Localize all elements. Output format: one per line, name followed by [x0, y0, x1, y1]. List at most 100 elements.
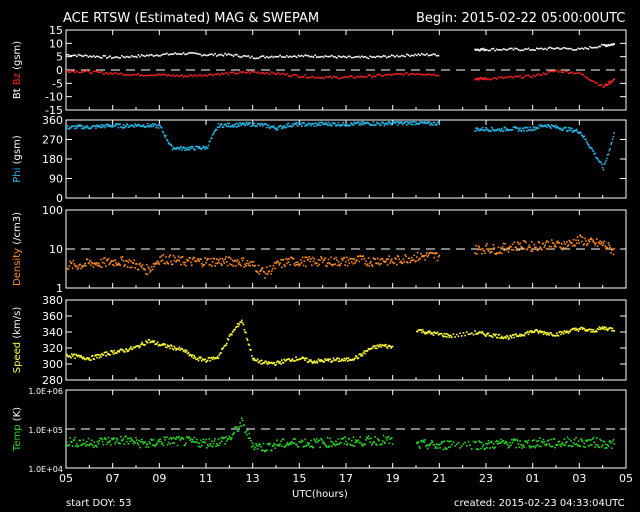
mag-bz-point — [521, 77, 523, 79]
density-density-point — [248, 262, 251, 264]
mag-bz-point — [74, 71, 76, 74]
phi-phi-point — [207, 144, 210, 147]
speed-speed-point — [472, 333, 475, 336]
mag-bz-point — [77, 71, 80, 74]
speed-speed-point — [357, 357, 360, 359]
mag-bt-point — [167, 53, 170, 56]
density-density-point — [556, 240, 559, 242]
density-density-point — [488, 248, 491, 250]
mag-bz-point — [592, 80, 595, 83]
speed-speed-point — [96, 354, 99, 356]
mag-bz-point — [371, 76, 373, 78]
mag-bt-point — [411, 54, 413, 57]
temp-temp-point — [516, 438, 518, 441]
speed-speed-point — [471, 332, 473, 334]
mag-bz-point — [480, 76, 482, 79]
mag-bz-point — [244, 72, 246, 74]
temp-temp-point — [136, 442, 139, 444]
phi-phi-point — [562, 128, 565, 130]
density-density-point — [226, 261, 228, 263]
density-density-point — [529, 246, 531, 248]
density-density-point — [555, 245, 557, 248]
density-density-point — [168, 256, 171, 258]
temp-temp-point — [485, 442, 487, 445]
temp-temp-point — [534, 446, 536, 449]
speed-speed-point — [611, 327, 614, 330]
mag-bt-point — [406, 53, 408, 56]
mag-bz-point — [121, 72, 123, 75]
density-density-point — [341, 259, 344, 262]
density-density-point — [77, 266, 80, 269]
temp-temp-point — [338, 443, 341, 446]
temp-temp-point — [357, 439, 360, 441]
mag-bt-point — [564, 47, 566, 49]
density-density-point — [543, 246, 546, 248]
temp-temp-point — [354, 441, 356, 444]
mag-bz-point — [242, 71, 245, 73]
speed-speed-point — [102, 354, 105, 356]
mag-bz-point — [577, 71, 580, 74]
density-density-point — [196, 258, 199, 260]
phi-phi-point — [306, 124, 309, 127]
temp-temp-point — [472, 440, 475, 443]
phi-phi-point — [502, 130, 505, 132]
density-density-point — [524, 240, 526, 243]
speed-speed-point — [419, 329, 421, 331]
mag-bt-point — [426, 53, 428, 55]
temp-temp-point — [282, 438, 285, 441]
phi-phi-point — [236, 125, 239, 128]
phi-phi-point — [354, 122, 356, 125]
phi-phi-point — [506, 129, 509, 131]
temp-temp-point — [610, 442, 612, 444]
temp-temp-point — [313, 438, 316, 441]
mag-bt-point — [131, 55, 133, 57]
phi-phi-point — [246, 121, 248, 124]
mag-bz-point — [96, 70, 98, 73]
mag-bt-point — [486, 48, 488, 51]
temp-temp-point — [263, 449, 266, 452]
phi-phi-point — [531, 129, 533, 132]
density-density-point — [516, 241, 519, 243]
density-density-point — [180, 263, 182, 266]
temp-temp-point — [74, 436, 76, 439]
mag-bz-point — [561, 71, 563, 73]
mag-bz-point — [387, 73, 390, 76]
phi-phi-point — [591, 149, 594, 152]
speed-speed-point — [420, 329, 422, 331]
density-density-point — [323, 259, 326, 262]
mag-bt-point — [216, 55, 218, 57]
phi-phi-point — [221, 124, 223, 126]
speed-speed-point — [114, 352, 116, 354]
density-density-point — [308, 256, 311, 258]
phi-phi-point — [231, 125, 233, 128]
speed-speed-point — [361, 353, 363, 355]
mag-bt-point — [539, 47, 541, 50]
speed-speed-point — [561, 331, 564, 334]
phi-phi-point — [310, 124, 312, 127]
mag-bt-point — [541, 47, 543, 50]
speed-speed-point — [312, 361, 315, 363]
density-density-point — [481, 247, 484, 250]
density-density-point — [179, 257, 181, 259]
density-density-point — [331, 264, 334, 267]
mag-bt-point — [502, 48, 505, 50]
density-density-point — [201, 265, 204, 268]
mag-bt-point — [474, 48, 476, 51]
speed-speed-point — [245, 331, 247, 334]
temp-temp-point — [535, 445, 537, 447]
mag-bt-point — [489, 49, 491, 52]
mag-bz-point — [112, 73, 115, 75]
phi-phi-point — [521, 127, 524, 130]
mag-bt-point — [197, 53, 200, 55]
mag-bz-point — [274, 73, 276, 75]
phi-phi-point — [111, 126, 114, 128]
speed-speed-point — [194, 356, 196, 359]
density-density-point — [566, 245, 569, 247]
phi-phi-point — [264, 123, 266, 125]
mag-bz-point — [379, 74, 381, 76]
phi-phi-point — [228, 122, 231, 125]
temp-temp-point — [137, 443, 140, 446]
phi-phi-point — [599, 160, 601, 163]
speed-speed-point — [531, 330, 534, 333]
phi-phi-point — [567, 126, 570, 129]
